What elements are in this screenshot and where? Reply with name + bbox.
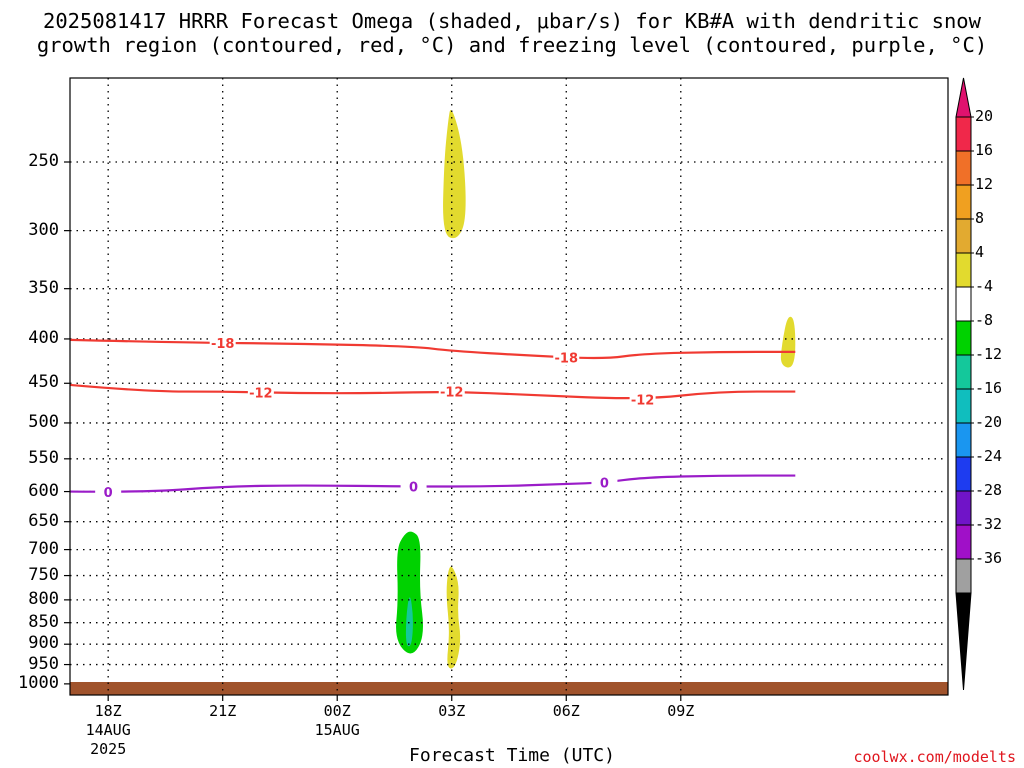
colorbar-label-14: -36	[975, 549, 1003, 567]
y-tick-label-450: 450	[28, 372, 59, 393]
y-tick-label-300: 300	[28, 219, 59, 240]
x-tick-label-00Z: 00Z	[323, 702, 351, 720]
colorbar-label-4: 8	[975, 209, 985, 227]
colorbar-label-1: 20	[975, 107, 994, 125]
x-tick-year-18Z: 2025	[90, 740, 127, 758]
colorbar-label-3: 12	[975, 175, 994, 193]
colorbar-bin-5	[955, 252, 972, 288]
contour-label--12-1: -12	[249, 386, 273, 401]
colorbar-label-6: -4	[975, 277, 994, 295]
chart-title-line2: growth region (contoured, red, °C) and f…	[36, 33, 988, 57]
x-tick-label-03Z: 03Z	[438, 702, 466, 720]
colorbar-label-9: -16	[975, 379, 1003, 397]
contour-label-bg-0-2	[400, 478, 427, 495]
surface-ground	[70, 682, 948, 695]
colorbar-bin-1	[955, 116, 972, 152]
grid	[70, 78, 948, 695]
contour-label-bg--18-1	[209, 334, 236, 351]
colorbar-bin-14	[955, 558, 972, 594]
omega-region-3	[446, 566, 461, 669]
contour-label-0-1: 0	[104, 486, 113, 501]
colorbar-bin-13	[955, 524, 972, 560]
contour-label--12-3: -12	[631, 394, 655, 409]
x-tick-label-09Z: 09Z	[667, 702, 695, 720]
plot-frame	[69, 77, 949, 696]
colorbar-bin-12	[955, 490, 972, 526]
contour-label-bg--12-3	[629, 391, 656, 408]
colorbar-bin-9	[955, 388, 972, 424]
contour-label--18-2: -18	[555, 351, 579, 366]
colorbar-label-5: 4	[975, 243, 985, 261]
x-axis-label: Forecast Time (UTC)	[409, 745, 615, 766]
colorbar-bin-10	[955, 422, 972, 458]
contour-label-bg--12-1	[247, 384, 274, 401]
colorbar-bin-6	[955, 286, 972, 322]
omega-shading	[70, 110, 948, 695]
y-tick-label-900: 900	[28, 633, 59, 654]
colorbar-bin-8	[955, 354, 972, 390]
contours: -18 -18 -12 -12 -12 0 0 0	[70, 334, 796, 501]
y-tick-label-800: 800	[28, 588, 59, 609]
y-tick-label-550: 550	[28, 447, 59, 468]
contour-label-bg-0-3	[591, 474, 618, 491]
colorbar-bin-11	[955, 456, 972, 492]
omega-region-2	[780, 316, 796, 368]
contour-label-0-2: 0	[409, 481, 418, 496]
y-tick-label-500: 500	[28, 411, 59, 432]
contour-label--18-1: -18	[211, 337, 235, 352]
y-tick-label-400: 400	[28, 327, 59, 348]
contour-line-0	[70, 474, 796, 493]
x-tick-date-00Z: 15AUG	[314, 721, 360, 739]
colorbar-label-12: -28	[975, 481, 1003, 499]
y-tick-label-250: 250	[28, 151, 59, 171]
x-tick-date-18Z: 14AUG	[85, 721, 131, 739]
chart-title-line1: 2025081417 HRRR Forecast Omega (shaded, …	[43, 9, 981, 33]
y-tick-label-350: 350	[28, 277, 59, 298]
colorbar-label-7: -8	[975, 311, 994, 329]
credit-link[interactable]: coolwx.com/modelts	[853, 748, 1016, 766]
contour-line--18	[70, 338, 796, 360]
contour-label--12-2: -12	[440, 386, 464, 401]
colorbar-label-10: -20	[975, 413, 1003, 431]
colorbar-label-8: -12	[975, 345, 1003, 363]
y-tick-label-600: 600	[28, 480, 59, 501]
contour-label-bg--18-2	[553, 349, 580, 366]
colorbar-bin-4	[955, 218, 972, 254]
contour-label-0-3: 0	[600, 477, 609, 492]
y-tick-label-750: 750	[28, 564, 59, 585]
y-tick-label-650: 650	[28, 510, 59, 531]
colorbar-bin-7	[955, 320, 972, 356]
y-tick-label-950: 950	[28, 653, 59, 674]
colorbar-bin-3	[955, 184, 972, 220]
contour-label-bg-0-1	[95, 483, 122, 500]
colorbar-label-2: 16	[975, 141, 994, 159]
colorbar-label-13: -32	[975, 515, 1003, 533]
x-tick-label-18Z: 18Z	[94, 702, 122, 720]
omega-region-1	[443, 110, 466, 239]
contour-label-bg--12-2	[438, 383, 465, 400]
omega-region-5	[405, 597, 413, 647]
y-tick-label-850: 850	[28, 611, 59, 632]
y-tick-label-1000: 1000	[18, 672, 59, 693]
contour-line--12	[70, 383, 796, 400]
colorbar-arrow-bottom	[955, 592, 972, 691]
colorbar-label-11: -24	[975, 447, 1003, 465]
y-tick-label-700: 700	[28, 538, 59, 559]
x-tick-label-06Z: 06Z	[552, 702, 580, 720]
x-tick-label-21Z: 21Z	[209, 702, 237, 720]
colorbar-arrow-top	[955, 77, 972, 118]
colorbar-bin-2	[955, 150, 972, 186]
